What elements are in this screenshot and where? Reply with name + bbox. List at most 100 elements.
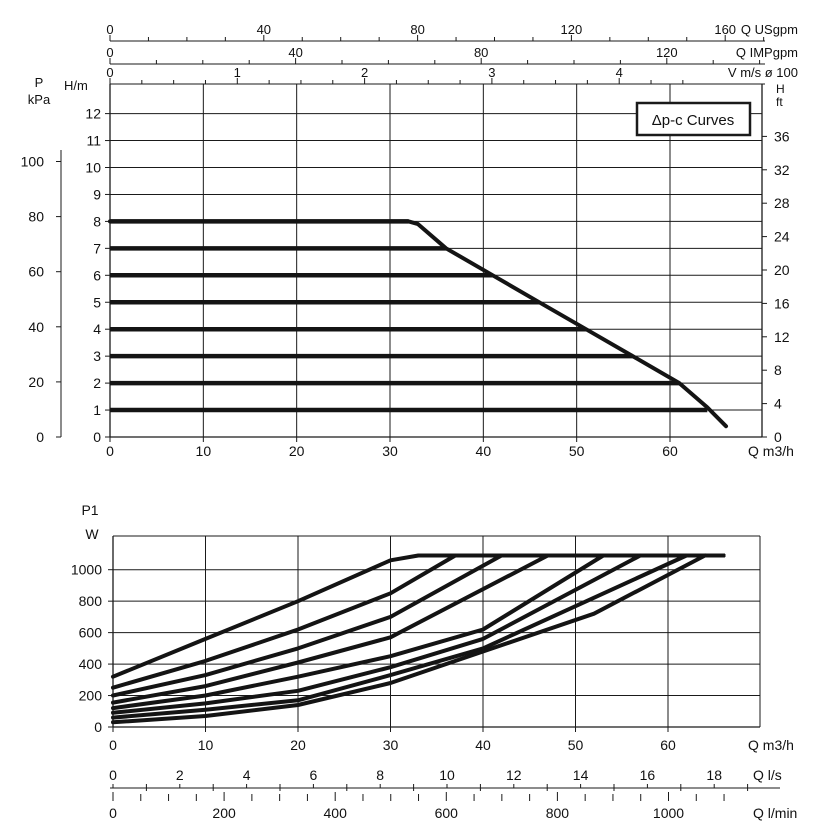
- ft-tick-label: 28: [774, 195, 790, 211]
- top-axis-tick-label-velocity: 0: [106, 65, 113, 80]
- curves-legend-box: [635, 101, 752, 137]
- top-axis-label-impgpm: Q IMPgpm: [736, 45, 798, 60]
- kpa-axis-unit: kPa: [28, 92, 51, 107]
- y-axis-label: H/m: [64, 78, 88, 93]
- power-curve-7: [111, 553, 726, 720]
- kpa-tick-label: 20: [28, 374, 44, 390]
- top-axis-tick-label-impgpm: 40: [288, 45, 302, 60]
- y-tick-label: 7: [93, 240, 101, 256]
- power-curve-4: [111, 553, 726, 705]
- x-tick-label: 30: [382, 443, 398, 459]
- y-tick-label: 1000: [71, 562, 102, 578]
- x-tick-label: 60: [662, 443, 678, 459]
- y-tick-label: 200: [79, 688, 103, 704]
- power-curve-8: [111, 553, 707, 725]
- ft-tick-label: 20: [774, 262, 790, 278]
- bottom-axis-tick-label-lmin: 600: [435, 805, 459, 821]
- bottom-axis-tick-label-ls: 16: [640, 767, 656, 783]
- x-axis-label: Q m3/h: [748, 737, 794, 753]
- top-axis-tick-label-usgpm: 160: [714, 22, 736, 37]
- bottom-axis-tick-label-lmin: 400: [324, 805, 348, 821]
- x-tick-label: 50: [568, 737, 584, 753]
- top-axis-tick-label-impgpm: 120: [656, 45, 678, 60]
- y-tick-label: 10: [85, 160, 101, 176]
- y-axis-label: P1: [81, 502, 98, 518]
- top-axis-label-usgpm: Q USgpm: [741, 22, 798, 37]
- top-axis-tick-label-usgpm: 0: [106, 22, 113, 37]
- ft-tick-label: 4: [774, 396, 782, 412]
- ft-tick-label: 36: [774, 128, 790, 144]
- curves-legend-label: Δp-c Curves: [652, 112, 735, 129]
- bottom-axis-tick-label-lmin: 200: [212, 805, 236, 821]
- x-tick-label: 40: [475, 737, 491, 753]
- y-tick-label: 0: [94, 719, 102, 735]
- x-tick-label: 60: [660, 737, 676, 753]
- top-axis-tick-label-impgpm: 0: [106, 45, 113, 60]
- ft-axis-label: H: [776, 82, 785, 96]
- x-tick-label: 20: [289, 443, 305, 459]
- y-tick-label: 600: [79, 625, 103, 641]
- ft-axis-unit: ft: [776, 95, 783, 109]
- x-tick-label: 10: [196, 443, 212, 459]
- power-flow-chart: 0 200 400 600 800 1000 P1 W 0 10 20 30 40 50 60 Q m3/h 0…: [71, 502, 798, 821]
- kpa-axis-label: P: [35, 75, 44, 90]
- y-tick-label: 400: [79, 656, 103, 672]
- top-axis-label-velocity: V m/s ø 100: [728, 65, 798, 80]
- top-axis-tick-label-usgpm: 40: [257, 22, 271, 37]
- bottom-axis-tick-label-ls: 14: [573, 767, 589, 783]
- y-tick-label: 11: [86, 133, 101, 149]
- y-tick-label: 12: [85, 106, 101, 122]
- bottom-axis-tick-label-ls: 4: [243, 767, 251, 783]
- top-axis-tick-label-usgpm: 120: [561, 22, 583, 37]
- ft-tick-label: 32: [774, 162, 790, 178]
- kpa-tick-label: 40: [28, 319, 44, 335]
- power-curve-6: [111, 553, 726, 715]
- ft-tick-label: 8: [774, 362, 782, 378]
- x-tick-label: 20: [290, 737, 306, 753]
- x-axis-label: Q m3/h: [748, 443, 794, 459]
- y-tick-label: 9: [93, 186, 101, 202]
- bottom-axis-tick-label-lmin: 0: [109, 805, 117, 821]
- bottom-axis-tick-label-ls: 18: [706, 767, 722, 783]
- power-curve-5: [111, 553, 726, 711]
- bottom-axis-tick-label-ls: 0: [109, 767, 117, 783]
- y-axis-unit: W: [85, 526, 99, 542]
- x-tick-label: 50: [569, 443, 585, 459]
- y-tick-label: 6: [93, 267, 101, 283]
- head-flow-chart: 0 10 20 30 40 50 60 Q m3/h0123456789101112H/m02…: [21, 22, 798, 459]
- x-tick-label: 30: [383, 737, 399, 753]
- top-axis-tick-label-velocity: 2: [361, 65, 368, 80]
- x-tick-label: 10: [198, 737, 214, 753]
- ft-tick-label: 16: [774, 295, 790, 311]
- y-tick-label: 1: [93, 402, 101, 418]
- kpa-tick-label: 0: [36, 429, 44, 445]
- bottom-axis-tick-label-ls: 10: [439, 767, 455, 783]
- bottom-axis-tick-label-lmin: 800: [546, 805, 570, 821]
- y-tick-label: 0: [93, 429, 101, 445]
- power-curve-3: [111, 553, 726, 698]
- top-axis-tick-label-velocity: 1: [234, 65, 241, 80]
- bottom-axis-label-lmin: Q l/min: [753, 805, 797, 821]
- max-curve: [108, 219, 728, 429]
- top-axis-tick-label-velocity: 4: [616, 65, 623, 80]
- top-axis-tick-label-impgpm: 80: [474, 45, 488, 60]
- y-tick-label: 800: [79, 593, 103, 609]
- kpa-tick-label: 80: [28, 209, 44, 225]
- kpa-tick-label: 60: [28, 264, 44, 280]
- y-tick-label: 5: [93, 294, 101, 310]
- top-axis-tick-label-velocity: 3: [488, 65, 495, 80]
- y-tick-label: 4: [93, 321, 101, 337]
- ft-tick-label: 12: [774, 329, 790, 345]
- kpa-tick-label: 100: [21, 154, 45, 170]
- bottom-axis-label-ls: Q l/s: [753, 767, 782, 783]
- bottom-axis-tick-label-ls: 6: [310, 767, 318, 783]
- bottom-axis-tick-label-ls: 2: [176, 767, 184, 783]
- y-tick-label: 2: [93, 375, 101, 391]
- bottom-axis-tick-label-ls: 8: [376, 767, 384, 783]
- top-axis-tick-label-usgpm: 80: [410, 22, 424, 37]
- y-tick-label: 3: [93, 348, 101, 364]
- bottom-axis-tick-label-ls: 12: [506, 767, 522, 783]
- x-tick-label: 0: [106, 443, 114, 459]
- bottom-axis-tick-label-lmin: 1000: [653, 805, 684, 821]
